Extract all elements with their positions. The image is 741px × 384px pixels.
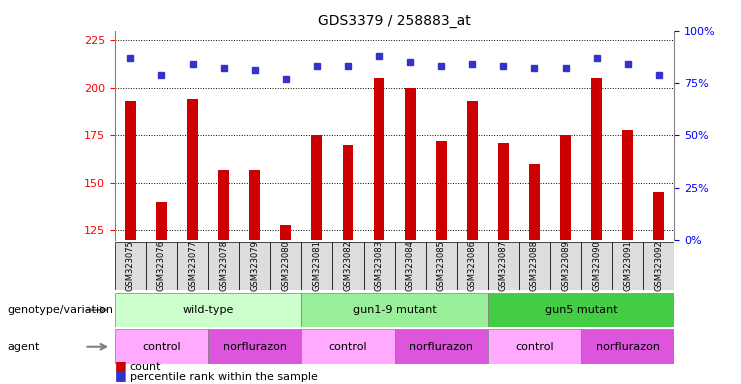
Bar — [364, 242, 394, 290]
Text: GSM323092: GSM323092 — [654, 240, 663, 291]
Bar — [488, 242, 519, 290]
Text: control: control — [329, 342, 368, 352]
Text: GSM323091: GSM323091 — [623, 240, 632, 291]
Text: GSM323084: GSM323084 — [405, 240, 415, 291]
Text: count: count — [130, 362, 162, 372]
Bar — [218, 170, 229, 240]
Text: GSM323089: GSM323089 — [561, 240, 570, 291]
Title: GDS3379 / 258883_at: GDS3379 / 258883_at — [318, 14, 471, 28]
Bar — [591, 78, 602, 240]
Bar — [498, 143, 509, 240]
Bar — [342, 145, 353, 240]
Text: ■: ■ — [115, 359, 127, 372]
Bar — [488, 329, 581, 364]
Bar — [373, 78, 385, 240]
Bar — [280, 225, 291, 240]
Bar — [125, 101, 136, 240]
Bar — [550, 242, 581, 290]
Bar — [146, 242, 177, 290]
Bar — [643, 242, 674, 290]
Bar — [519, 242, 550, 290]
Text: GSM323075: GSM323075 — [126, 240, 135, 291]
Text: control: control — [515, 342, 554, 352]
Bar — [249, 170, 260, 240]
Bar — [115, 329, 208, 364]
Bar — [612, 242, 643, 290]
Text: gun5 mutant: gun5 mutant — [545, 305, 617, 315]
Text: GSM323079: GSM323079 — [250, 240, 259, 291]
Bar — [581, 242, 612, 290]
Bar — [425, 242, 456, 290]
Text: GSM323076: GSM323076 — [157, 240, 166, 291]
Bar — [467, 101, 478, 240]
Bar — [654, 192, 664, 240]
Text: wild-type: wild-type — [182, 305, 233, 315]
Text: GSM323087: GSM323087 — [499, 240, 508, 291]
Bar — [239, 242, 270, 290]
Bar — [270, 242, 302, 290]
Text: GSM323086: GSM323086 — [468, 240, 476, 291]
Bar — [581, 329, 674, 364]
Bar — [395, 329, 488, 364]
Bar — [115, 242, 146, 290]
Bar — [333, 242, 364, 290]
Text: GSM323083: GSM323083 — [374, 240, 384, 291]
Text: GSM323082: GSM323082 — [344, 240, 353, 291]
Bar — [622, 130, 633, 240]
Bar — [302, 329, 395, 364]
Bar — [405, 88, 416, 240]
Bar — [302, 242, 333, 290]
Bar — [156, 202, 167, 240]
Bar — [177, 242, 208, 290]
Text: GSM323078: GSM323078 — [219, 240, 228, 291]
Bar — [529, 164, 540, 240]
Text: GSM323077: GSM323077 — [188, 240, 197, 291]
Text: genotype/variation: genotype/variation — [7, 305, 113, 315]
Bar — [456, 242, 488, 290]
Text: control: control — [142, 342, 181, 352]
Text: ■: ■ — [115, 369, 127, 382]
Bar — [395, 242, 425, 290]
Bar — [302, 293, 488, 327]
Text: gun1-9 mutant: gun1-9 mutant — [353, 305, 436, 315]
Text: norflurazon: norflurazon — [596, 342, 659, 352]
Text: norflurazon: norflurazon — [223, 342, 287, 352]
Bar — [187, 99, 198, 240]
Bar — [488, 293, 674, 327]
Text: norflurazon: norflurazon — [409, 342, 473, 352]
Bar — [208, 242, 239, 290]
Bar — [436, 141, 447, 240]
Text: GSM323081: GSM323081 — [313, 240, 322, 291]
Bar — [115, 293, 302, 327]
Bar — [311, 135, 322, 240]
Text: GSM323080: GSM323080 — [282, 240, 290, 291]
Text: GSM323088: GSM323088 — [530, 240, 539, 291]
Text: percentile rank within the sample: percentile rank within the sample — [130, 372, 318, 382]
Bar — [208, 329, 302, 364]
Text: agent: agent — [7, 342, 40, 352]
Text: GSM323090: GSM323090 — [592, 240, 601, 291]
Text: GSM323085: GSM323085 — [436, 240, 445, 291]
Bar — [560, 135, 571, 240]
